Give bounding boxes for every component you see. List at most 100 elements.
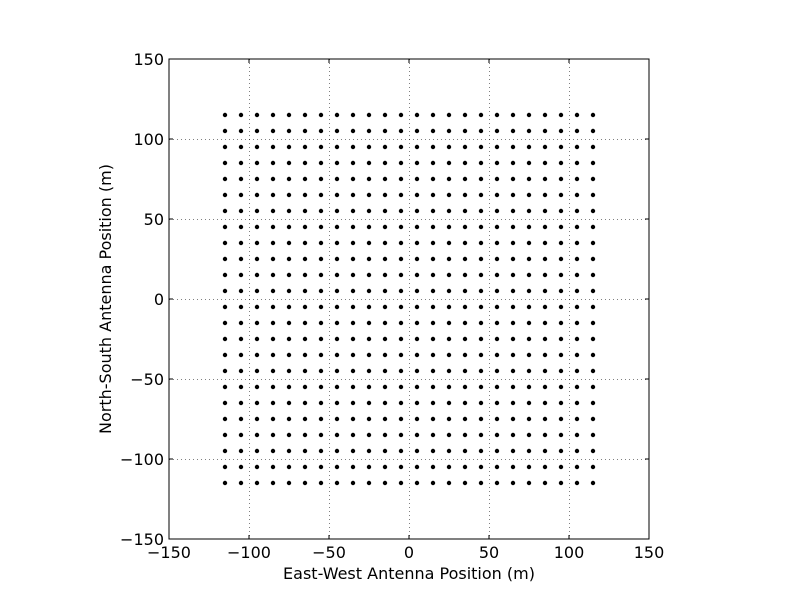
antenna-point [574,192,580,198]
antenna-point [462,112,468,118]
antenna-point [318,256,324,262]
antenna-point [430,160,436,166]
antenna-point [574,352,580,358]
antenna-point [590,112,596,118]
antenna-point [462,352,468,358]
antenna-point [302,448,308,454]
antenna-point [334,384,340,390]
antenna-point [510,416,516,422]
antenna-point [478,432,484,438]
antenna-point [398,336,404,342]
antenna-point [302,112,308,118]
antenna-point [558,336,564,342]
antenna-point [350,160,356,166]
antenna-point [286,336,292,342]
y-tick-label: −150 [120,530,164,549]
antenna-point [222,224,228,230]
antenna-point [302,256,308,262]
antenna-point [398,368,404,374]
antenna-point [590,352,596,358]
antenna-point [398,288,404,294]
antenna-point [494,352,500,358]
antenna-point [526,464,532,470]
antenna-point [238,192,244,198]
antenna-point [334,448,340,454]
antenna-point [462,192,468,198]
antenna-point [238,176,244,182]
antenna-point [366,480,372,486]
antenna-point [302,400,308,406]
antenna-point [462,304,468,310]
antenna-point [510,368,516,374]
antenna-point [318,112,324,118]
antenna-point [286,416,292,422]
antenna-point [366,336,372,342]
antenna-point [574,128,580,134]
antenna-point [350,176,356,182]
antenna-point [462,224,468,230]
antenna-point [446,368,452,374]
antenna-point [430,224,436,230]
antenna-point [382,336,388,342]
antenna-point [446,272,452,278]
antenna-point [462,448,468,454]
antenna-point [446,464,452,470]
antenna-point [446,208,452,214]
antenna-point [558,144,564,150]
antenna-point [334,480,340,486]
antenna-point [478,144,484,150]
antenna-point [526,480,532,486]
antenna-point [590,400,596,406]
antenna-point [222,256,228,262]
antenna-point [286,368,292,374]
antenna-point [350,384,356,390]
antenna-point [350,416,356,422]
antenna-point [302,240,308,246]
antenna-point [254,416,260,422]
antenna-point [254,336,260,342]
antenna-point [382,160,388,166]
antenna-point [238,272,244,278]
antenna-point [462,208,468,214]
antenna-point [382,176,388,182]
antenna-point [414,464,420,470]
antenna-point [382,384,388,390]
antenna-point [318,368,324,374]
antenna-point [350,224,356,230]
antenna-point [414,448,420,454]
antenna-point [382,240,388,246]
antenna-point [350,464,356,470]
antenna-point [254,144,260,150]
antenna-point [334,432,340,438]
antenna-point [398,224,404,230]
antenna-point [510,480,516,486]
antenna-point [510,256,516,262]
antenna-point [334,176,340,182]
antenna-point [446,160,452,166]
antenna-point [286,272,292,278]
antenna-point [334,416,340,422]
antenna-point [238,128,244,134]
antenna-point [270,448,276,454]
antenna-point [382,352,388,358]
antenna-point [382,224,388,230]
antenna-point [590,368,596,374]
antenna-point [510,144,516,150]
antenna-point [414,256,420,262]
antenna-point [590,432,596,438]
antenna-point [478,384,484,390]
antenna-point [462,144,468,150]
antenna-point [398,240,404,246]
antenna-point [494,256,500,262]
antenna-point [302,128,308,134]
antenna-point [494,304,500,310]
antenna-point [574,448,580,454]
antenna-point [526,416,532,422]
antenna-point [478,320,484,326]
antenna-point [510,448,516,454]
antenna-point [318,224,324,230]
antenna-point [446,176,452,182]
antenna-point [542,176,548,182]
antenna-point [302,224,308,230]
